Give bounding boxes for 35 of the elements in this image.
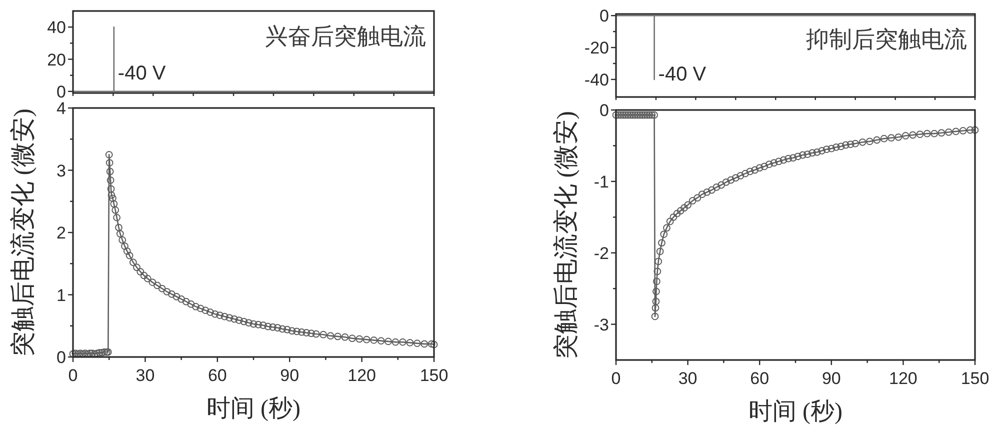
y-tick-label: 3: [56, 161, 66, 180]
x-axis-title: 时间 (秒): [748, 399, 842, 425]
y-tick-label: 20: [47, 50, 66, 70]
y-tick-label: -40: [584, 70, 609, 90]
x-tick-label: 150: [960, 369, 990, 388]
y-tick-label: 0: [56, 82, 66, 102]
y-tick-label: 0: [56, 348, 66, 368]
y-tick-label: -3: [594, 315, 609, 334]
x-axis-title: 时间 (秒): [206, 396, 300, 422]
x-tick-label: 150: [420, 366, 448, 385]
y-tick-label: 40: [47, 18, 66, 38]
x-tick-label: 90: [280, 366, 300, 385]
y-axis-title: 突触后电流变化 (微安): [9, 108, 37, 356]
x-tick-label: 90: [822, 369, 841, 388]
y-tick-label: 0: [600, 101, 609, 120]
y-tick-label: -20: [584, 38, 609, 58]
x-tick-label: 60: [208, 366, 227, 385]
x-tick-label: 30: [136, 366, 155, 385]
y-tick-label: 2: [56, 224, 66, 243]
x-tick-label: 120: [889, 369, 918, 388]
y-tick-label: 0: [600, 6, 609, 26]
x-tick-label: 30: [678, 369, 698, 388]
y-tick-label: 1: [56, 286, 66, 305]
x-tick-label: 0: [68, 366, 78, 385]
text: 兴奋后突触电流: [265, 24, 426, 49]
y-tick-label: -1: [594, 172, 609, 192]
x-tick-label: 0: [611, 369, 621, 388]
annotation: -40 V: [118, 62, 166, 84]
x-tick-label: 60: [750, 369, 770, 388]
annotation: -40 V: [658, 63, 707, 86]
y-tick-label: 4: [56, 99, 66, 118]
y-tick-label: -2: [594, 244, 609, 263]
x-tick-label: 120: [348, 366, 376, 385]
text: 抑制后突触电流: [806, 27, 967, 52]
y-axis-title: 突触后电流变化 (微安): [552, 111, 580, 359]
